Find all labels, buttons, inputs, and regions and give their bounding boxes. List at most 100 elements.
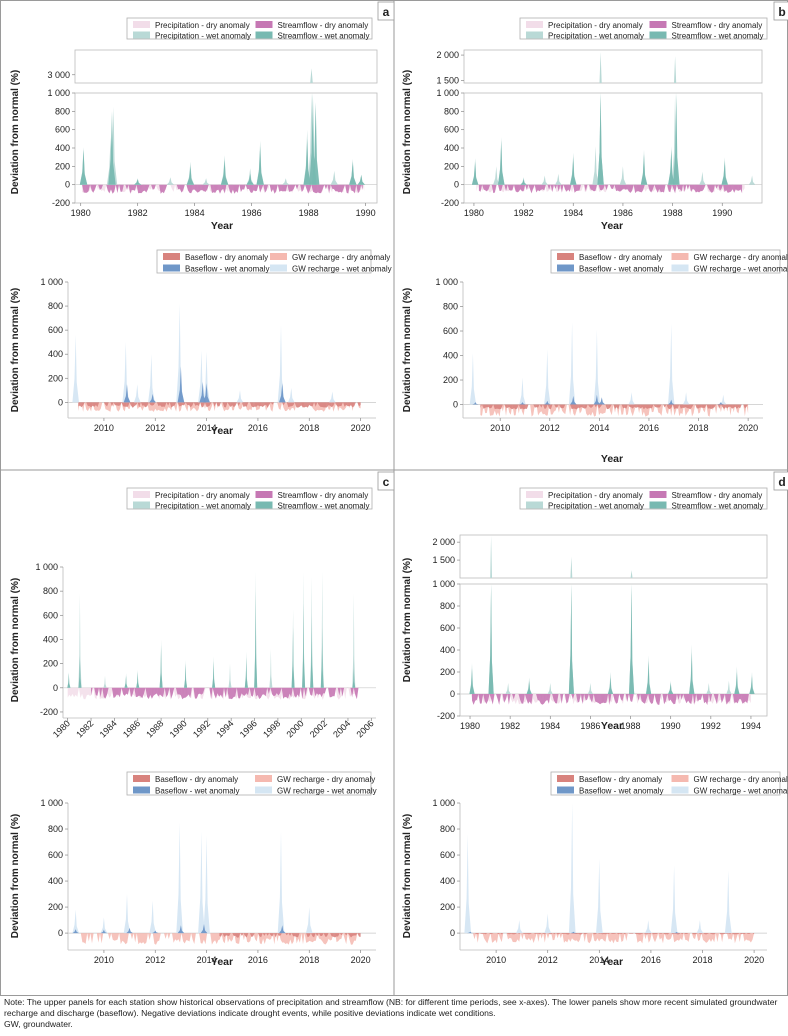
d-lower-ytick-label-2: 200 xyxy=(440,902,455,912)
b-lower-legend-label-3: Baseflow - wet anomaly xyxy=(579,264,663,273)
c-upper-legend-swatch-4 xyxy=(255,501,273,509)
b-lower-legend-box xyxy=(550,249,781,274)
a-upper-peak-4 xyxy=(186,166,195,185)
d-lower-xtick-label-2: 2012 xyxy=(538,955,558,965)
b-upper-break-ytick-label-1: 1 500 xyxy=(436,75,459,85)
b-lower-xtick-label-6: 2020 xyxy=(738,423,758,433)
c-lower-series-gw-wet xyxy=(72,822,313,934)
a-lower-peak-2 xyxy=(149,393,156,403)
b-upper-legend-label-4: Streamflow - wet anomaly xyxy=(672,31,764,40)
b-upper-ytick-label-3: 200 xyxy=(444,161,459,171)
chart-a-lower: Baseflow - dry anomaly GW recharge - dry … xyxy=(10,249,392,437)
b-upper-peak-4 xyxy=(570,157,577,185)
a-lower-xtick-label-6: 2020 xyxy=(351,423,371,433)
c-lower-legend-label-4: GW recharge - wet anomaly xyxy=(277,786,377,795)
d-upper-xtick-label-8: 1994 xyxy=(741,721,761,731)
c-lower-peak-2 xyxy=(100,929,108,934)
chart-b-lower: Baseflow - dry anomaly GW recharge - dry … xyxy=(402,249,788,465)
d-upper-legend-swatch-4 xyxy=(649,501,667,509)
b-upper-series-stream-wet xyxy=(471,93,728,185)
a-upper-xtick-label-3: 1984 xyxy=(185,208,205,218)
d-lower-peak-7 xyxy=(670,865,678,934)
b-upper-peak-break-13 xyxy=(674,56,677,83)
c-lower-legend-box xyxy=(126,771,372,796)
b-lower-peak-8 xyxy=(682,392,690,405)
c-upper-peak-3 xyxy=(103,675,107,688)
c-upper-legend-swatch-1 xyxy=(133,491,150,498)
c-lower-legend-swatch-3 xyxy=(133,786,150,794)
c-upper-xtick-label-11: 2000 xyxy=(284,718,305,739)
d-upper-xtick-label-2: 1982 xyxy=(500,721,520,731)
d-lower-xtick-label-1: 2010 xyxy=(486,955,506,965)
c-lower-legend-label-1: Baseflow - dry anomaly xyxy=(155,775,238,784)
b-upper-peak-1 xyxy=(471,161,479,185)
a-upper-legend-label-4: Streamflow - wet anomaly xyxy=(278,31,370,40)
b-lower-x-axis-title: Year xyxy=(601,453,623,465)
a-lower-peak-1 xyxy=(72,335,79,403)
a-upper-legend-swatch-4 xyxy=(255,31,273,39)
a-lower-xtick-label-2: 2012 xyxy=(145,423,165,433)
b-lower-legend-swatch-2 xyxy=(671,253,689,260)
a-upper-peak-break-13 xyxy=(310,68,313,83)
c-upper-peak-7 xyxy=(212,661,216,688)
b-lower-peak-2 xyxy=(519,402,526,405)
d-upper-series-precip-wet xyxy=(469,535,755,694)
a-upper-peak-5 xyxy=(166,177,175,185)
a-upper-xtick-label-4: 1986 xyxy=(242,208,262,218)
a-lower-ytick-label-1: 0 xyxy=(58,397,63,407)
a-lower-peak-10 xyxy=(288,387,295,403)
a-upper-xtick-label-6: 1990 xyxy=(356,208,376,218)
a-upper-break-ytick-label-1: 3 000 xyxy=(47,70,70,80)
d-lower-xtick-label-5: 2018 xyxy=(692,955,712,965)
b-upper-xtick-label-3: 1984 xyxy=(563,208,583,218)
chart-c-upper: Precipitation - dry anomaly Streamflow - … xyxy=(10,471,395,740)
a-lower-y-axis-title: Deviation from normal (%) xyxy=(10,288,21,412)
c-lower-xtick-label-3: 2014 xyxy=(197,955,217,965)
a-upper-series-stream-dry xyxy=(82,184,363,194)
b-upper-ytick-label-2: 0 xyxy=(454,180,459,190)
b-upper-peak-13 xyxy=(671,93,679,185)
c-lower-peak-2 xyxy=(100,917,108,934)
d-lower-legend-swatch-3 xyxy=(557,786,574,794)
a-lower-peak-5 xyxy=(203,383,210,403)
a-upper-xtick-label-5: 1988 xyxy=(299,208,319,218)
d-upper-ytick-label-1: -200 xyxy=(437,711,455,721)
figure-canvas: Precipitation - dry anomaly Streamflow - … xyxy=(0,0,788,996)
b-upper-y-axis-title: Deviation from normal (%) xyxy=(402,70,413,194)
c-lower-series-base-dry xyxy=(219,933,361,938)
d-upper-peak-11 xyxy=(749,676,755,694)
d-lower-peak-4 xyxy=(568,803,576,934)
b-upper-legend-label-2: Streamflow - dry anomaly xyxy=(672,21,763,30)
c-lower-xtick-label-5: 2018 xyxy=(299,955,319,965)
d-upper-legend-swatch-2 xyxy=(649,491,667,498)
b-lower-xtick-label-1: 2010 xyxy=(490,423,510,433)
b-upper-peak-8 xyxy=(673,93,680,185)
a-lower-legend-box xyxy=(156,249,372,274)
b-lower-peak-3 xyxy=(544,349,551,405)
b-lower-peak-9 xyxy=(720,394,727,405)
c-upper-ytick-label-1: -200 xyxy=(40,707,58,717)
d-upper-xtick-label-6: 1990 xyxy=(661,721,681,731)
c-upper-peak-6 xyxy=(184,663,188,688)
d-upper-peak-3 xyxy=(526,680,532,694)
d-upper-peak-14 xyxy=(726,680,732,694)
c-upper-xtick-label-10: 1998 xyxy=(261,718,282,739)
d-upper-peak-10 xyxy=(734,672,740,694)
panel-letter-box-c xyxy=(377,471,395,491)
c-lower-series-base-wet xyxy=(72,924,286,934)
b-lower-ytick-label-1: 0 xyxy=(453,400,458,410)
a-lower-series-base-wet xyxy=(123,366,286,403)
a-lower-peak-9 xyxy=(277,325,285,403)
d-upper-x-axis-title: Year xyxy=(601,720,623,732)
d-lower-peak-6 xyxy=(645,920,652,934)
c-upper-peak-12 xyxy=(269,649,273,688)
c-upper-xtick-label-7: 1992 xyxy=(191,718,212,739)
a-upper-legend-label-3: Precipitation - wet anomaly xyxy=(155,31,251,40)
b-upper-xtick-label-5: 1988 xyxy=(663,208,683,218)
c-upper-legend-swatch-2 xyxy=(255,491,273,498)
d-lower-peak-2 xyxy=(570,931,577,934)
b-lower-peak-7 xyxy=(668,323,675,405)
c-upper-ytick-label-5: 600 xyxy=(43,610,58,620)
d-lower-legend-label-1: Baseflow - dry anomaly xyxy=(579,775,662,784)
b-upper-series-precip-wet xyxy=(471,52,756,185)
